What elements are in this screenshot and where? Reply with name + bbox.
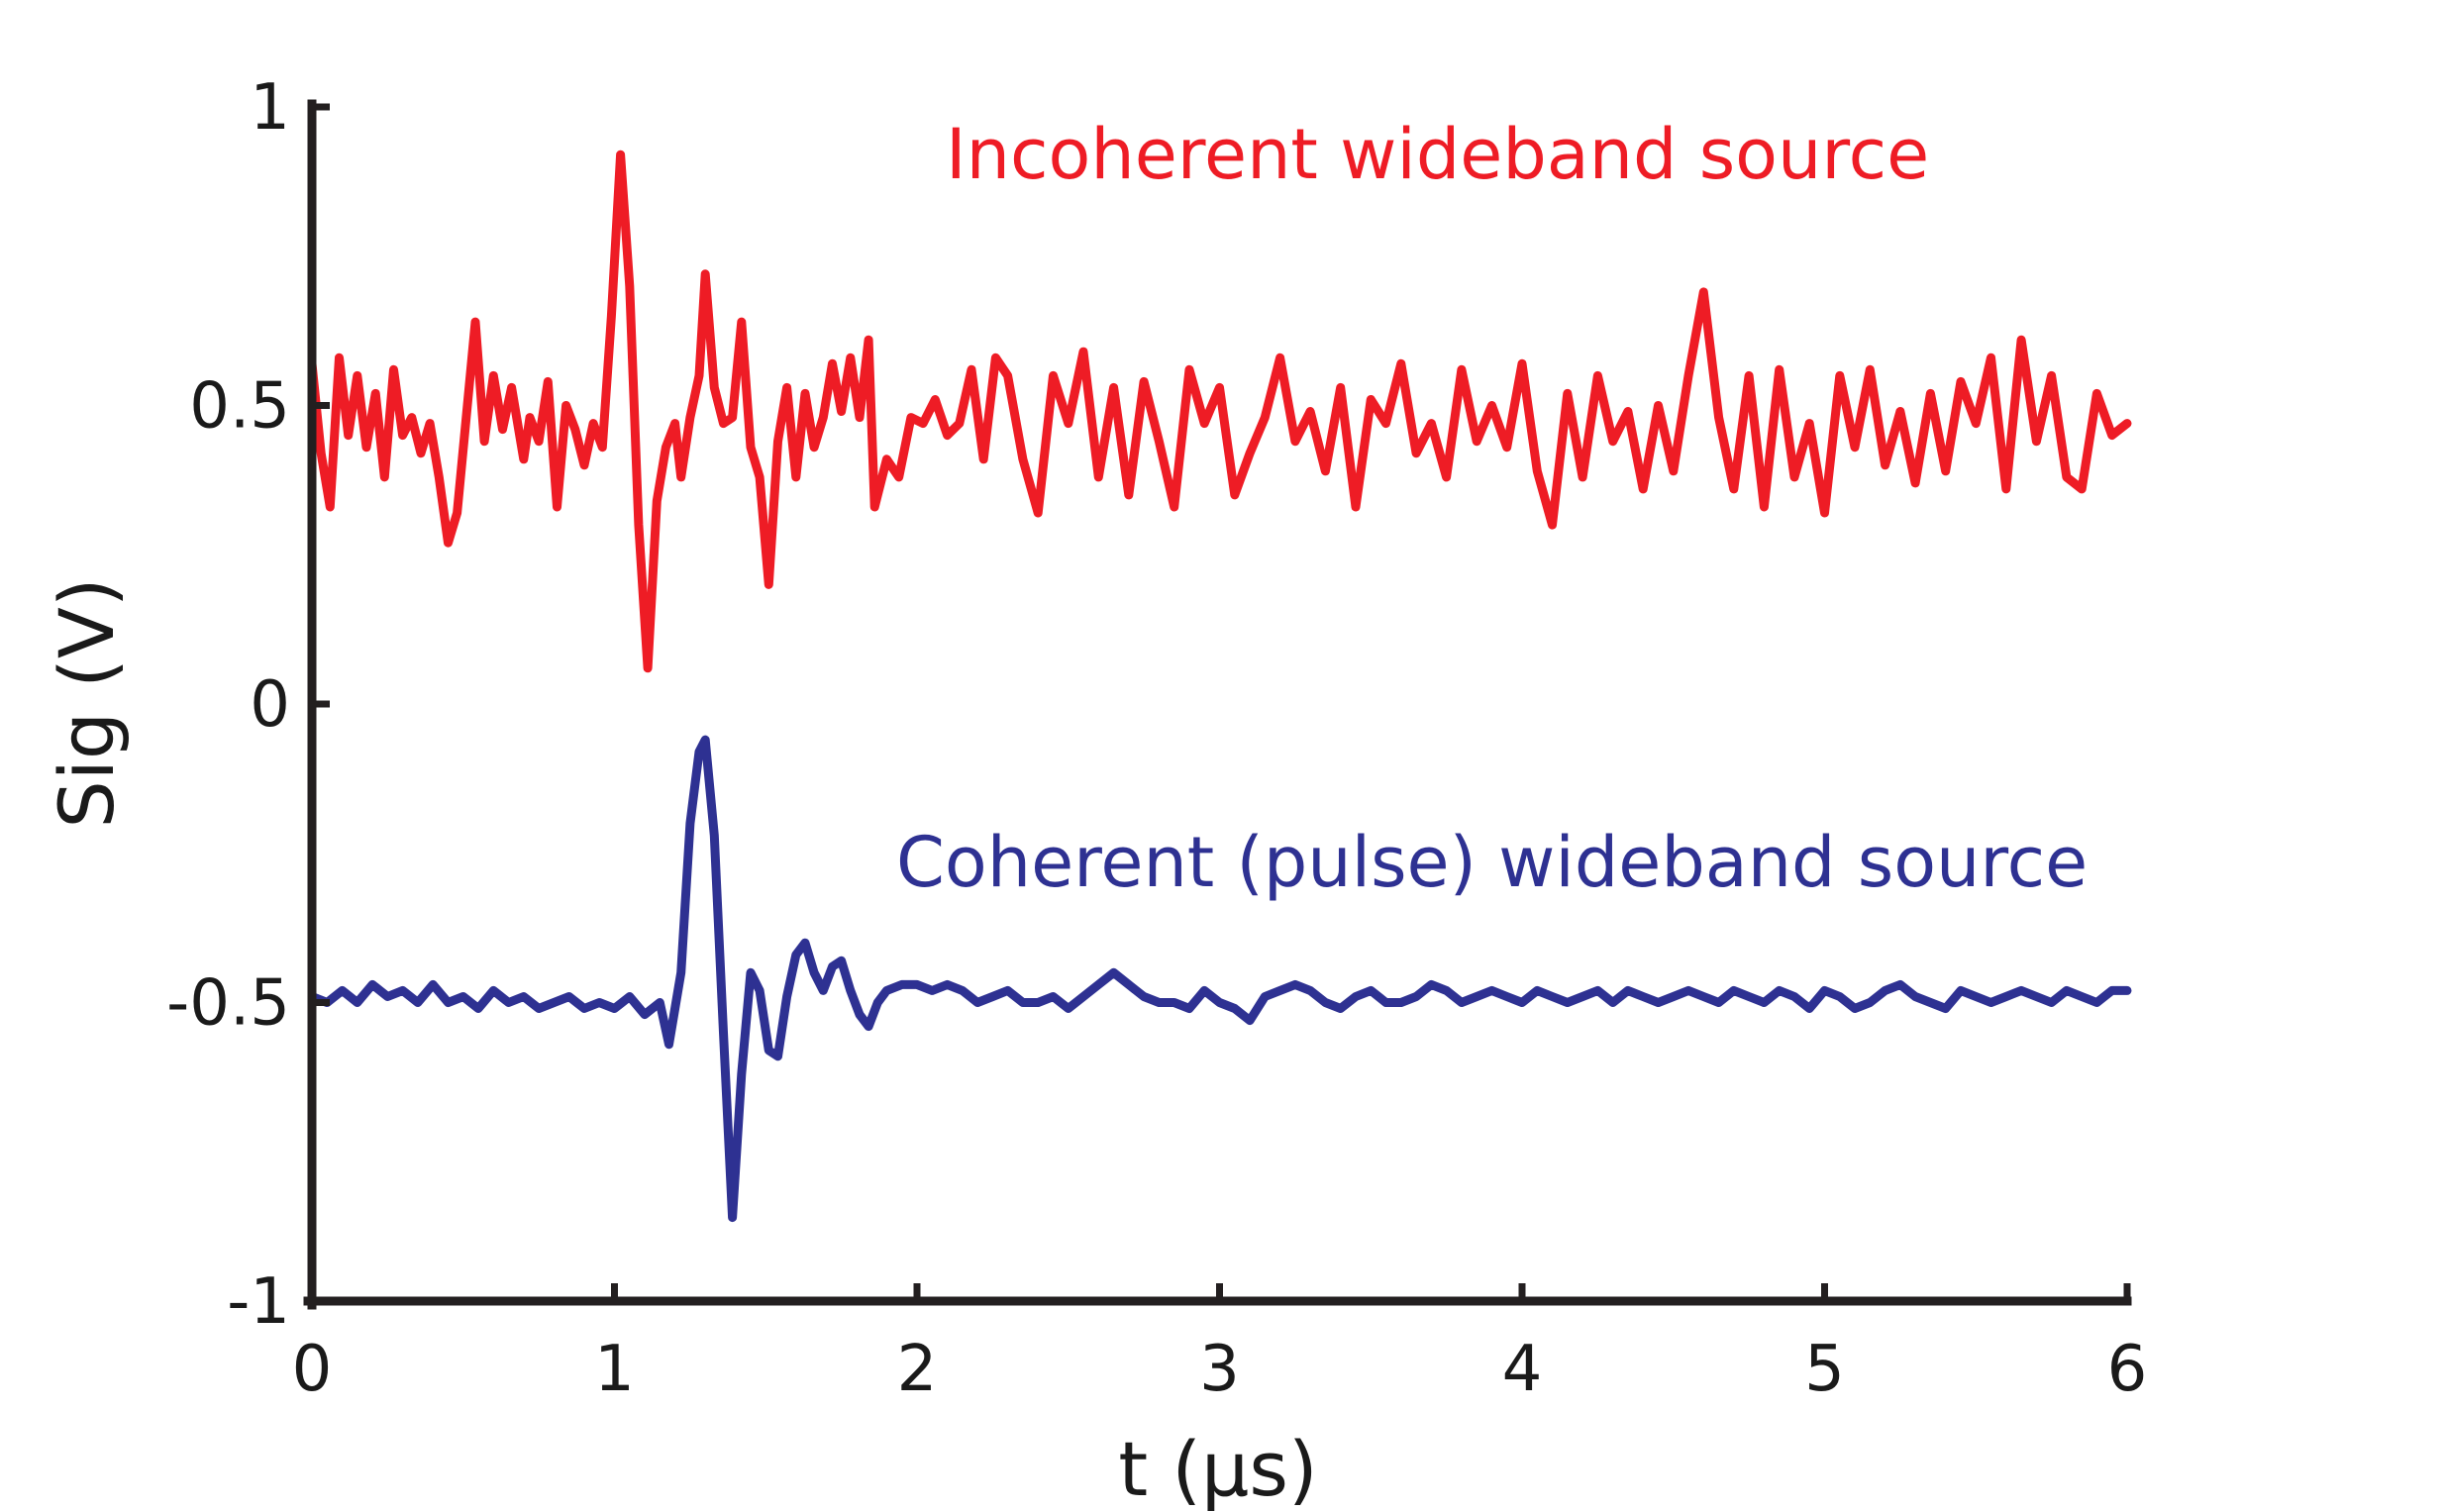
series-line-coherent — [307, 735, 2132, 1223]
x-tick-label: 4 — [1502, 1333, 1543, 1406]
series-label-coherent: Coherent (pulse) wideband source — [896, 822, 2088, 903]
ticks: 0 1 2 3 4 5 6 1 0.5 0 -0.5 -1 — [166, 71, 2147, 1406]
series-label-incoherent: Incoherent wideband source — [946, 114, 1929, 195]
y-tick-label: 0.5 — [189, 370, 290, 444]
x-tick-label: 3 — [1199, 1333, 1240, 1406]
series-line-incoherent — [307, 150, 2132, 673]
x-tick-label: 0 — [292, 1333, 333, 1406]
x-tick-label: 5 — [1804, 1333, 1845, 1406]
x-tick-label: 2 — [897, 1333, 938, 1406]
x-axis-label: t (µs) — [1118, 1425, 1317, 1512]
axes — [303, 99, 2132, 1310]
y-tick-label: -0.5 — [166, 967, 290, 1041]
y-tick-label: -1 — [227, 1265, 290, 1339]
x-tick-label: 1 — [594, 1333, 635, 1406]
y-axis-label: Sig (V) — [43, 577, 131, 828]
y-tick-label: 0 — [250, 668, 290, 742]
series-group — [307, 150, 2132, 1223]
x-tick-label: 6 — [2107, 1333, 2148, 1406]
y-tick-label: 1 — [250, 71, 290, 145]
